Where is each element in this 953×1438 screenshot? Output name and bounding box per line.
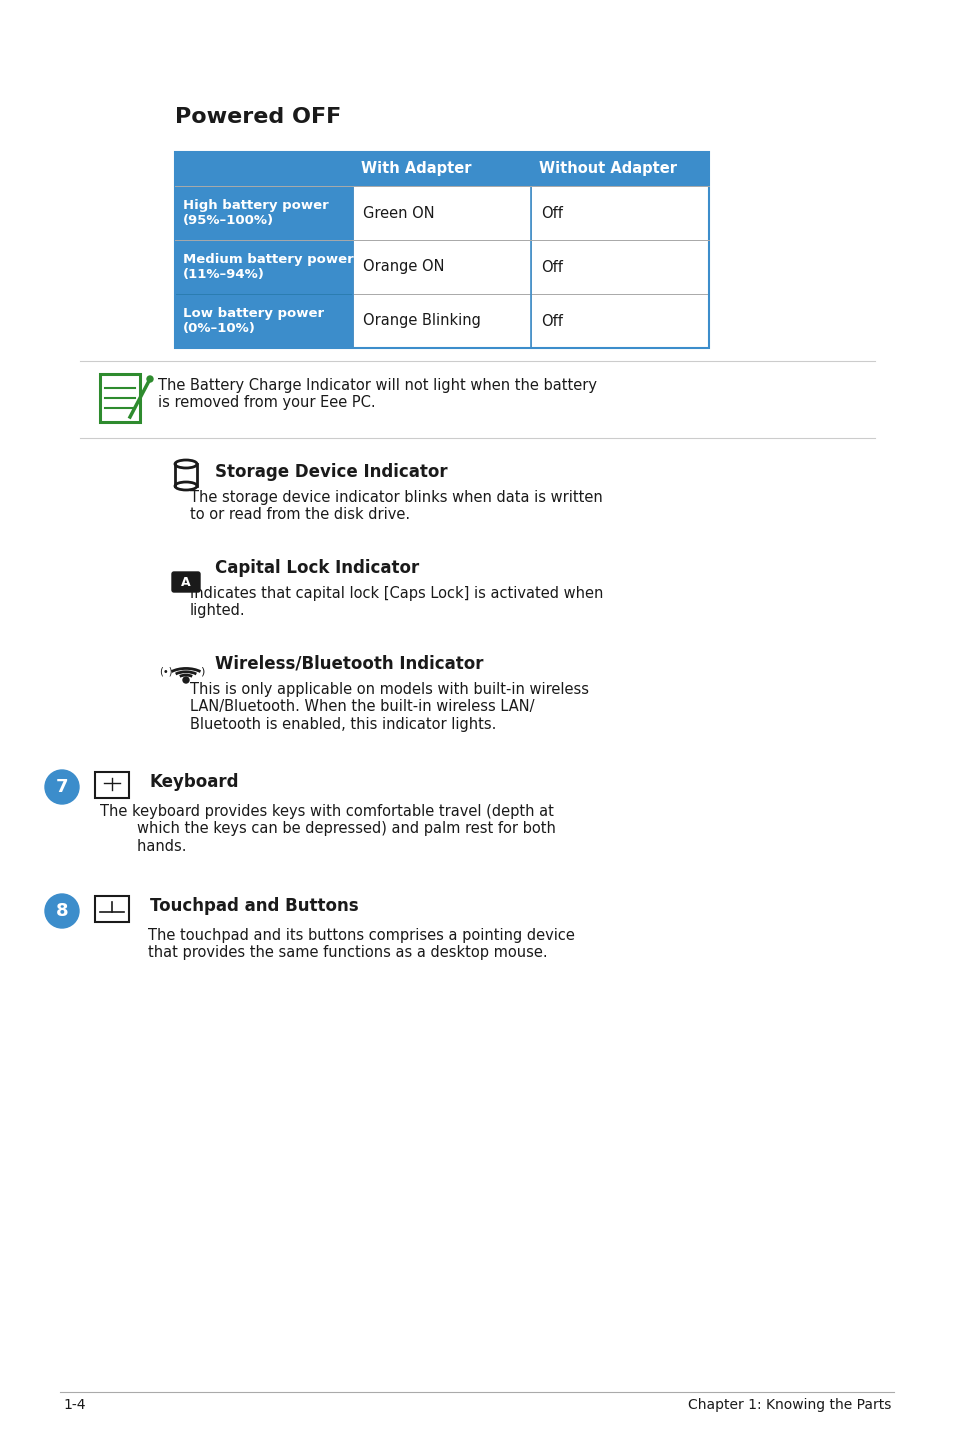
Bar — [174, 152, 353, 186]
Text: Orange ON: Orange ON — [363, 259, 444, 275]
Text: The touchpad and its buttons comprises a pointing device
that provides the same : The touchpad and its buttons comprises a… — [148, 928, 575, 961]
Text: Orange Blinking: Orange Blinking — [363, 313, 480, 328]
Bar — [174, 240, 353, 293]
Circle shape — [45, 769, 79, 804]
Text: Off: Off — [540, 313, 562, 328]
Text: Wireless/Bluetooth Indicator: Wireless/Bluetooth Indicator — [214, 654, 483, 673]
Text: A: A — [181, 575, 191, 588]
Text: 8: 8 — [55, 902, 69, 920]
Text: Keyboard: Keyboard — [150, 774, 239, 791]
Text: Medium battery power
(11%–94%): Medium battery power (11%–94%) — [183, 253, 354, 280]
Bar — [174, 152, 708, 348]
FancyBboxPatch shape — [100, 374, 140, 421]
Bar — [353, 240, 531, 293]
Bar — [353, 293, 531, 348]
Bar — [531, 186, 708, 240]
Text: ): ) — [199, 666, 204, 676]
Bar — [531, 152, 708, 186]
Text: Capital Lock Indicator: Capital Lock Indicator — [214, 559, 418, 577]
Text: Storage Device Indicator: Storage Device Indicator — [214, 463, 447, 480]
Text: Low battery power
(0%–10%): Low battery power (0%–10%) — [183, 306, 324, 335]
Text: This is only applicable on models with built-in wireless
LAN/Bluetooth. When the: This is only applicable on models with b… — [190, 682, 588, 732]
FancyBboxPatch shape — [172, 572, 200, 592]
Text: Green ON: Green ON — [363, 206, 435, 220]
Bar — [174, 293, 353, 348]
Circle shape — [183, 677, 189, 683]
Circle shape — [45, 894, 79, 928]
Text: High battery power
(95%–100%): High battery power (95%–100%) — [183, 198, 329, 227]
Bar — [531, 240, 708, 293]
Text: The keyboard provides keys with comfortable travel (depth at
        which the k: The keyboard provides keys with comforta… — [100, 804, 556, 854]
Bar — [174, 186, 353, 240]
Text: Off: Off — [540, 206, 562, 220]
Text: The storage device indicator blinks when data is written
to or read from the dis: The storage device indicator blinks when… — [190, 490, 602, 522]
Text: Chapter 1: Knowing the Parts: Chapter 1: Knowing the Parts — [687, 1398, 890, 1412]
Text: Off: Off — [540, 259, 562, 275]
Bar — [531, 293, 708, 348]
Bar — [353, 186, 531, 240]
Circle shape — [147, 375, 152, 383]
Text: Powered OFF: Powered OFF — [174, 106, 341, 127]
Text: 1-4: 1-4 — [63, 1398, 86, 1412]
Text: Without Adapter: Without Adapter — [538, 161, 677, 177]
Text: With Adapter: With Adapter — [360, 161, 471, 177]
Text: 7: 7 — [55, 778, 69, 797]
Text: (•): (•) — [159, 666, 172, 676]
Text: The Battery Charge Indicator will not light when the battery
is removed from you: The Battery Charge Indicator will not li… — [158, 378, 597, 410]
Bar — [353, 152, 531, 186]
Text: Indicates that capital lock [Caps Lock] is activated when
lighted.: Indicates that capital lock [Caps Lock] … — [190, 587, 602, 618]
Text: Touchpad and Buttons: Touchpad and Buttons — [150, 897, 358, 915]
